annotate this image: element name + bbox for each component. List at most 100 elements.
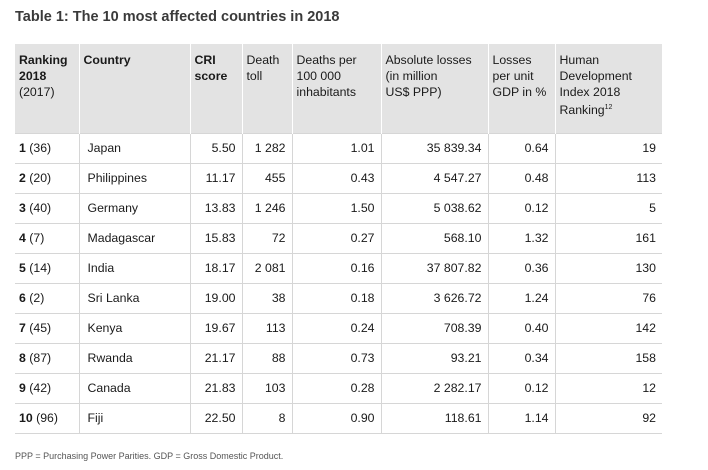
death-toll-cell: 103 <box>241 373 292 404</box>
table-row: 6 (2) Sri Lanka 19.00 38 0.18 3 626.72 1.24 76 <box>15 283 662 314</box>
cri-score-cell: 13.83 <box>189 193 242 224</box>
country-cell: Japan <box>78 132 190 164</box>
cri-score-cell: 5.50 <box>189 132 242 164</box>
rank-2018: 6 <box>19 291 26 305</box>
ranking-cell: 2 (20) <box>15 163 79 194</box>
table-row: 4 (7) Madagascar 15.83 72 0.27 568.10 1.32 161 <box>15 223 662 254</box>
hdi-ranking-cell: 76 <box>554 283 662 314</box>
affected-countries-table: Ranking 2018 (2017) Country CRI score Death… <box>15 44 662 434</box>
losses-per-gdp-cell: 0.36 <box>487 253 555 284</box>
header-losses-per-gdp: Losses per unit GDP in % <box>487 44 555 133</box>
ranking-cell: 5 (14) <box>15 253 79 284</box>
table-title: Table 1: The 10 most affected countries … <box>15 9 340 25</box>
ranking-cell: 4 (7) <box>15 223 79 254</box>
country-cell: Fiji <box>78 403 190 434</box>
rank-2017: (2) <box>29 291 45 305</box>
absolute-losses-cell: 708.39 <box>380 313 488 344</box>
losses-per-gdp-cell: 0.12 <box>487 193 555 224</box>
losses-per-gdp-cell: 0.34 <box>487 343 555 374</box>
ranking-cell: 6 (2) <box>15 283 79 314</box>
ranking-cell: 7 (45) <box>15 313 79 344</box>
header-cri-score: CRI score <box>189 44 242 133</box>
ranking-cell: 9 (42) <box>15 373 79 404</box>
deaths-per-100000-cell: 0.24 <box>291 313 381 344</box>
header-hdi-ranking: Human Development Index 2018 Ranking12 <box>554 44 662 133</box>
hdi-ranking-cell: 92 <box>554 403 662 434</box>
rank-2018: 1 <box>19 141 26 155</box>
absolute-losses-cell: 5 038.62 <box>380 193 488 224</box>
rank-2018: 8 <box>19 351 26 365</box>
ranking-cell: 1 (36) <box>15 132 79 164</box>
table-row: 7 (45) Kenya 19.67 113 0.24 708.39 0.40 142 <box>15 313 662 344</box>
table-row: 1 (36) Japan 5.50 1 282 1.01 35 839.34 0.64 19 <box>15 132 662 164</box>
ranking-cell: 10 (96) <box>15 403 79 434</box>
hdi-ranking-cell: 158 <box>554 343 662 374</box>
rank-2017: (40) <box>29 201 52 215</box>
country-cell: Germany <box>78 193 190 224</box>
losses-per-gdp-cell: 0.40 <box>487 313 555 344</box>
hdi-ranking-cell: 12 <box>554 373 662 404</box>
header-death-toll: Death toll <box>241 44 292 133</box>
ranking-cell: 3 (40) <box>15 193 79 224</box>
table-row: 3 (40) Germany 13.83 1 246 1.50 5 038.62 0.12 5 <box>15 193 662 224</box>
country-cell: Rwanda <box>78 343 190 374</box>
cri-score-cell: 11.17 <box>189 163 242 194</box>
country-cell: Sri Lanka <box>78 283 190 314</box>
absolute-losses-cell: 4 547.27 <box>380 163 488 194</box>
hdi-ranking-cell: 113 <box>554 163 662 194</box>
table-row: 9 (42) Canada 21.83 103 0.28 2 282.17 0.12 12 <box>15 373 662 404</box>
death-toll-cell: 72 <box>241 223 292 254</box>
country-cell: India <box>78 253 190 284</box>
cri-score-cell: 21.83 <box>189 373 242 404</box>
absolute-losses-cell: 3 626.72 <box>380 283 488 314</box>
deaths-per-100000-cell: 1.01 <box>291 132 381 164</box>
table-row: 10 (96) Fiji 22.50 8 0.90 118.61 1.14 92 <box>15 403 662 434</box>
absolute-losses-cell: 37 807.82 <box>380 253 488 284</box>
rank-2017: (20) <box>29 171 52 185</box>
hdi-ranking-cell: 5 <box>554 193 662 224</box>
hdi-ranking-cell: 161 <box>554 223 662 254</box>
header-row: Ranking 2018 (2017) Country CRI score Death… <box>15 44 662 133</box>
country-cell: Philippines <box>78 163 190 194</box>
country-cell: Kenya <box>78 313 190 344</box>
death-toll-cell: 88 <box>241 343 292 374</box>
hdi-ranking-cell: 19 <box>554 132 662 164</box>
rank-2018: 4 <box>19 231 26 245</box>
death-toll-cell: 8 <box>241 403 292 434</box>
death-toll-cell: 2 081 <box>241 253 292 284</box>
cri-score-cell: 19.00 <box>189 283 242 314</box>
rank-2017: (7) <box>29 231 45 245</box>
rank-2017: (87) <box>29 351 52 365</box>
absolute-losses-cell: 35 839.34 <box>380 132 488 164</box>
death-toll-cell: 1 246 <box>241 193 292 224</box>
death-toll-cell: 1 282 <box>241 132 292 164</box>
country-cell: Canada <box>78 373 190 404</box>
cri-score-cell: 15.83 <box>189 223 242 254</box>
rank-2018: 9 <box>19 381 26 395</box>
hdi-ranking-cell: 130 <box>554 253 662 284</box>
deaths-per-100000-cell: 0.73 <box>291 343 381 374</box>
rank-2018: 2 <box>19 171 26 185</box>
header-ranking: Ranking 2018 (2017) <box>15 44 79 133</box>
death-toll-cell: 455 <box>241 163 292 194</box>
hdi-ranking-cell: 142 <box>554 313 662 344</box>
losses-per-gdp-cell: 0.12 <box>487 373 555 404</box>
rank-2018: 3 <box>19 201 26 215</box>
table-row: 8 (87) Rwanda 21.17 88 0.73 93.21 0.34 158 <box>15 343 662 374</box>
deaths-per-100000-cell: 0.16 <box>291 253 381 284</box>
deaths-per-100000-cell: 1.50 <box>291 193 381 224</box>
deaths-per-100000-cell: 0.90 <box>291 403 381 434</box>
header-absolute-losses: Absolute losses (in million US$ PPP) <box>380 44 488 133</box>
rank-2017: (36) <box>29 141 52 155</box>
absolute-losses-cell: 118.61 <box>380 403 488 434</box>
death-toll-cell: 113 <box>241 313 292 344</box>
footnote: PPP = Purchasing Power Parities. GDP = G… <box>15 451 284 461</box>
losses-per-gdp-cell: 0.48 <box>487 163 555 194</box>
header-deaths-per-100000: Deaths per 100 000 inhabitants <box>291 44 381 133</box>
rank-2018: 10 <box>19 411 33 425</box>
deaths-per-100000-cell: 0.43 <box>291 163 381 194</box>
table-row: 5 (14) India 18.17 2 081 0.16 37 807.82 0.36 13… <box>15 253 662 284</box>
rank-2017: (42) <box>29 381 52 395</box>
cri-score-cell: 18.17 <box>189 253 242 284</box>
deaths-per-100000-cell: 0.27 <box>291 223 381 254</box>
